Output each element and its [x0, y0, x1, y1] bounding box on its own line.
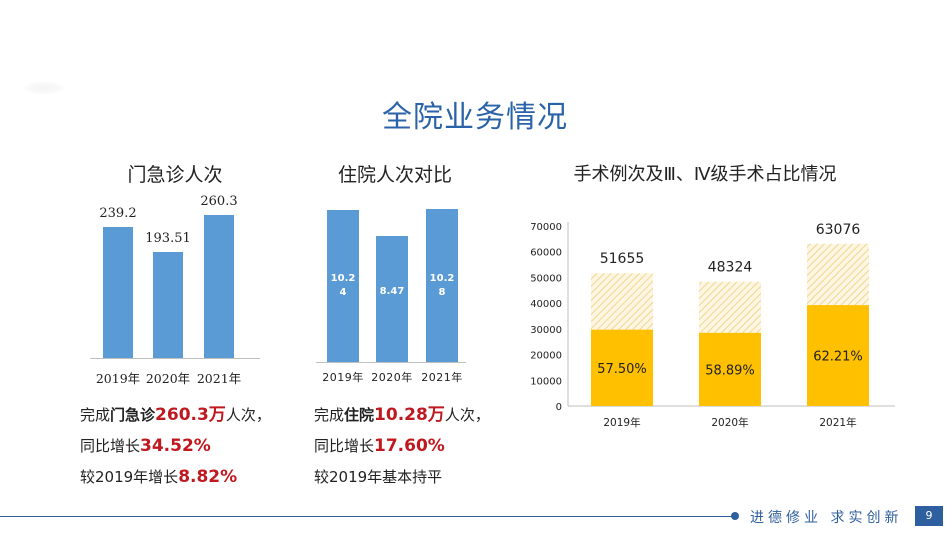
- page-number: 9: [915, 506, 943, 526]
- surgery-bar-level34-segment: [807, 305, 869, 406]
- surgery-y-tick-label: 60000: [530, 248, 562, 259]
- surgery-bar-level34-segment: [591, 329, 653, 406]
- surgery-total-label: 48324: [708, 260, 753, 276]
- inpatient-summary-line2: 同比增长17.60%: [314, 436, 445, 456]
- surgery-y-tick-label: 70000: [530, 222, 562, 233]
- footer-motto: 进德修业 求实创新: [750, 510, 903, 526]
- surgery-y-tick-label: 20000: [530, 351, 562, 362]
- surgery-category-label: 2019年: [603, 416, 640, 429]
- slide-title: 全院业务情况: [382, 100, 568, 135]
- outpatient-summary-line1: 完成门急诊260.3万人次，: [80, 405, 271, 425]
- footer-dot: [731, 512, 739, 520]
- outpatient-summary-line2: 同比增长34.52%: [80, 436, 211, 456]
- surgery-y-tick-label: 50000: [530, 273, 562, 284]
- surgery-total-label: 63076: [816, 222, 861, 238]
- outpatient-summary-line3: 较2019年增长8.82%: [80, 467, 238, 487]
- decorative-blob: [24, 82, 64, 94]
- surgery-y-tick-label: 30000: [530, 325, 562, 336]
- surgery-y-tick-label: 40000: [530, 299, 562, 310]
- surgery-ratio-label: 62.21%: [813, 350, 863, 365]
- surgery-ratio-label: 58.89%: [705, 363, 755, 378]
- surgery-bar-total-segment: [591, 273, 653, 330]
- surgery-bar-total-segment: [699, 281, 761, 333]
- surgery-bar-level34-segment: [699, 332, 761, 406]
- surgery-chart-title: 手术例次及Ⅲ、Ⅳ级手术占比情况: [573, 164, 837, 185]
- inpatient-summary-line1: 完成住院10.28万人次，: [314, 405, 490, 425]
- inpatient-summary: 完成住院10.28万人次， 同比增长17.60% 较2019年基本持平: [314, 400, 490, 493]
- footer-divider: [0, 516, 735, 517]
- surgery-y-tick-label: 10000: [530, 376, 562, 387]
- surgery-y-tick-label: 0: [556, 402, 562, 413]
- surgery-bar-total-segment: [807, 243, 869, 306]
- inpatient-chart-title: 住院人次对比: [337, 164, 452, 186]
- surgery-ratio-label: 57.50%: [597, 362, 647, 377]
- surgery-total-label: 51655: [600, 251, 645, 267]
- outpatient-chart-title: 门急诊人次: [127, 164, 223, 186]
- outpatient-summary: 完成门急诊260.3万人次， 同比增长34.52% 较2019年增长8.82%: [80, 400, 271, 493]
- surgery-category-label: 2020年: [711, 416, 748, 429]
- surgery-category-label: 2021年: [819, 416, 856, 429]
- inpatient-summary-line3: 较2019年基本持平: [314, 468, 443, 486]
